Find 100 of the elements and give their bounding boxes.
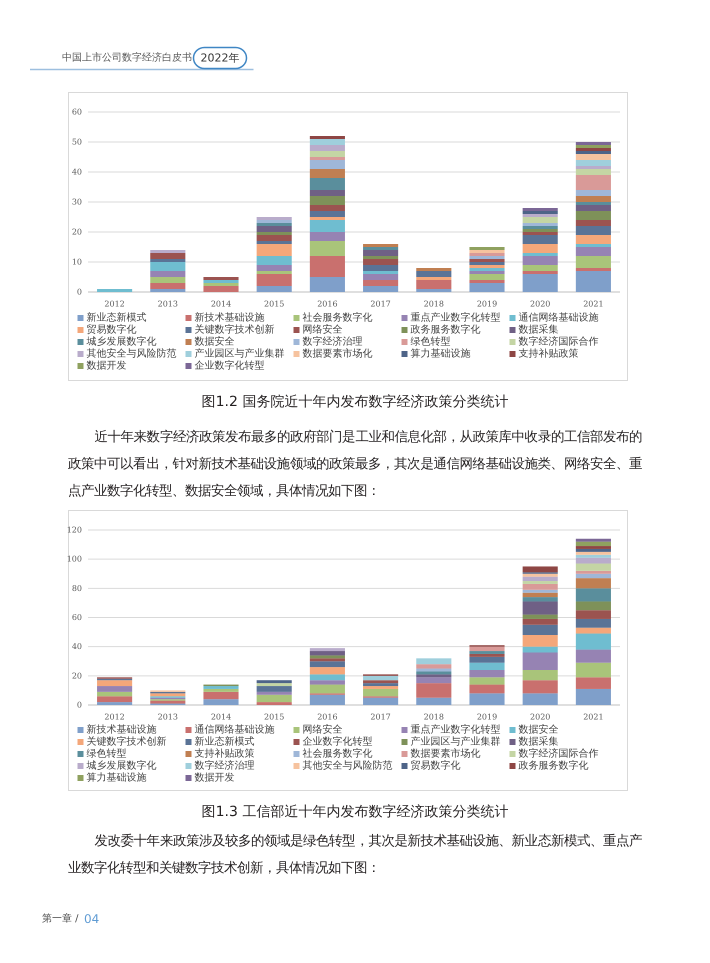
bar: [150, 289, 186, 292]
bar: [97, 686, 132, 692]
legend-label: 新技术基础设施: [194, 312, 264, 324]
bar: [469, 262, 505, 265]
x-tick-label: 2021: [583, 300, 604, 308]
bar: [576, 552, 611, 555]
bar: [576, 570, 611, 574]
bar: [469, 656, 505, 663]
legend-label: 其他安全与风险防范: [86, 348, 176, 360]
bar: [469, 265, 505, 268]
y-tick-label: 50: [72, 138, 82, 146]
x-tick-label: 2016: [317, 300, 338, 308]
bar: [363, 688, 398, 696]
bar: [150, 700, 186, 704]
bar: [203, 686, 239, 689]
bar: [576, 190, 611, 196]
bar: [363, 676, 398, 680]
bar: [522, 217, 558, 223]
bar: [522, 646, 558, 652]
y-tick-label: 120: [66, 526, 82, 534]
bar: [469, 268, 505, 271]
bar: [576, 211, 611, 220]
legend-label: 社会服务数字化: [302, 748, 372, 760]
bar: [256, 223, 292, 226]
bar: [363, 274, 398, 280]
bar: [522, 211, 558, 214]
bar: [310, 196, 345, 205]
bar: [576, 145, 611, 148]
bar: [576, 546, 611, 549]
bar: [416, 289, 452, 292]
bar: [256, 686, 292, 692]
bar: [522, 256, 558, 265]
bar: [203, 692, 239, 700]
legend-label: 算力基础设施: [410, 348, 470, 360]
bar: [416, 698, 452, 705]
bar: [310, 658, 345, 662]
legend-label: 贸易数字化: [86, 324, 136, 336]
bar: [469, 247, 505, 250]
bar: [150, 693, 186, 696]
bar: [576, 202, 611, 205]
legend-label: 通信网络基础设施: [194, 724, 274, 736]
bar: [469, 271, 505, 274]
bar: [310, 190, 345, 196]
bar: [522, 253, 558, 256]
bar: [469, 280, 505, 283]
bar: [576, 175, 611, 190]
bar: [256, 680, 292, 684]
legend-label: 关键数字技术创新: [86, 736, 166, 748]
legend-label: 数据采集: [518, 324, 558, 336]
bar: [310, 648, 345, 652]
legend-label: 数据要素市场化: [410, 748, 480, 760]
y-tick-label: 20: [72, 671, 82, 680]
bar: [203, 699, 239, 705]
bar: [310, 145, 345, 151]
bar: [310, 277, 345, 292]
y-tick-label: 40: [72, 642, 82, 652]
bar: [256, 217, 292, 220]
bar: [97, 289, 132, 292]
y-tick-label: 100: [66, 554, 82, 564]
bar: [310, 674, 345, 680]
x-tick-label: 2017: [370, 300, 391, 308]
bar: [416, 683, 452, 698]
legend-label: 数字经济治理: [302, 336, 362, 348]
bar: [310, 684, 345, 694]
bar: [363, 247, 398, 250]
bar: [363, 280, 398, 286]
y-tick-label: 60: [72, 613, 82, 622]
bar: [522, 274, 558, 292]
bar: [522, 214, 558, 217]
bar: [522, 244, 558, 253]
bar: [416, 277, 452, 280]
bar: [469, 253, 505, 256]
bar: [469, 670, 505, 678]
bar: [310, 220, 345, 232]
bar: [576, 220, 611, 226]
bar: [576, 610, 611, 619]
text: 04: [84, 912, 100, 926]
bar: [256, 694, 292, 702]
bar: [522, 226, 558, 229]
bar: [522, 592, 558, 598]
y-tick-label: 0: [76, 700, 82, 710]
bar: [256, 265, 292, 271]
bar: [310, 667, 345, 674]
bar: [522, 680, 558, 694]
bar: [363, 265, 398, 271]
bar: [576, 205, 611, 211]
bar: [256, 256, 292, 265]
legend-label: 数据安全: [518, 724, 558, 736]
bar: [310, 160, 345, 169]
legend-label: 数据采集: [518, 736, 558, 748]
bar: [310, 241, 345, 256]
bar: [469, 651, 505, 654]
bar: [256, 220, 292, 223]
bar: [310, 217, 345, 220]
bar: [576, 650, 611, 663]
bar: [310, 661, 345, 668]
bar: [310, 178, 345, 190]
legend-label: 政务服务数字化: [410, 324, 480, 336]
y-tick-label: 20: [72, 228, 82, 236]
bar: [256, 274, 292, 286]
